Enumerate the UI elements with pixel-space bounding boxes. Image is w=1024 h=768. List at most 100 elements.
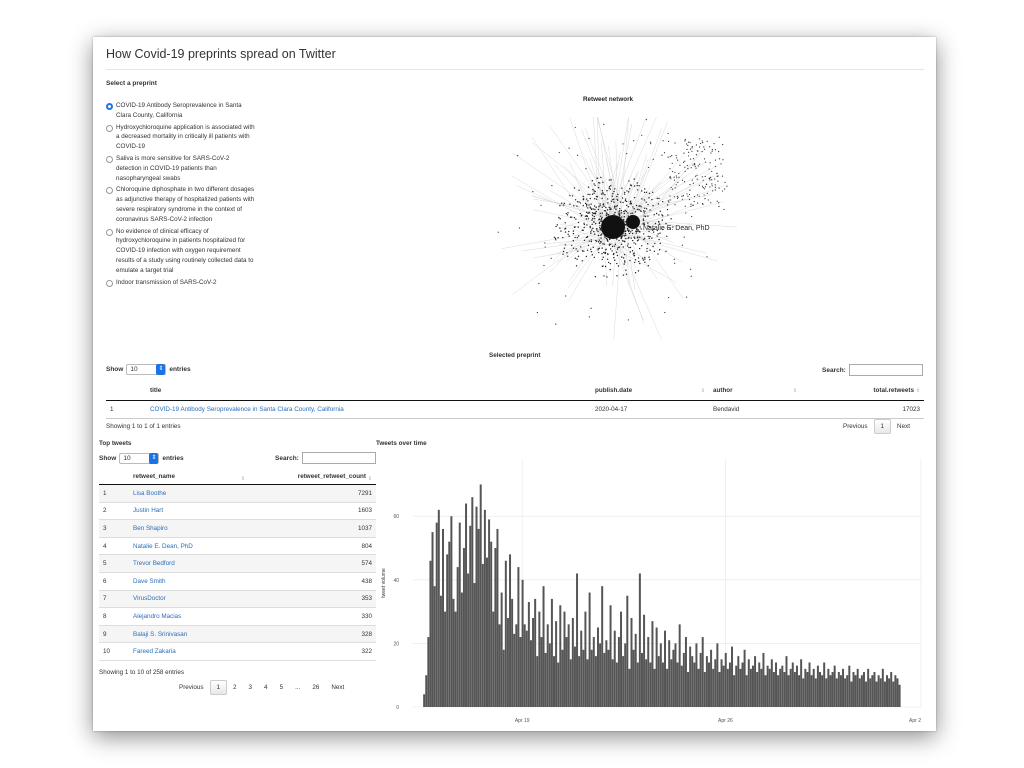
network-node	[674, 142, 676, 144]
chart-bar	[640, 652, 643, 707]
pagination-previous[interactable]: Previous	[843, 423, 868, 430]
network-node	[691, 150, 693, 152]
selected-page-size-select[interactable]: 10 ⇕	[126, 364, 167, 375]
preprint-option[interactable]: No evidence of clinical efficacy of hydr…	[106, 227, 256, 276]
preprint-option[interactable]: Indoor transmission of SARS-CoV-2	[106, 278, 256, 288]
chart-bar	[488, 519, 491, 707]
retweet-name-link[interactable]: Dave Smith	[129, 572, 249, 591]
selected-search-input[interactable]	[848, 364, 923, 376]
selected-length-control: Show 10 ⇕ entries	[106, 364, 191, 375]
retweet-name-link[interactable]: Fareed Zakaria	[129, 642, 249, 661]
network-node	[594, 217, 596, 220]
network-node	[599, 203, 601, 205]
network-node	[573, 205, 575, 207]
network-node	[609, 262, 612, 265]
retweet-name-link[interactable]: VirusDoctor	[129, 590, 249, 609]
network-node	[594, 190, 596, 193]
chart-bar	[806, 672, 809, 707]
preprint-option[interactable]: Chloroquine diphosphate in two different…	[106, 185, 256, 224]
column-header[interactable]: retweet_retweet_count ⇕	[249, 469, 376, 485]
network-node	[616, 254, 619, 257]
chart-bar	[483, 509, 486, 707]
column-header[interactable]: author ⇕	[709, 381, 801, 401]
chart-bar	[818, 672, 821, 707]
pagination-page[interactable]: 26	[312, 684, 320, 691]
retweet-name-link[interactable]: Alejandro Macias	[129, 607, 249, 626]
sort-icon: ⇕	[240, 476, 245, 482]
network-node	[698, 184, 700, 186]
column-header[interactable]: title	[146, 381, 591, 401]
network-node	[718, 158, 721, 160]
row-index: 1	[106, 400, 146, 419]
chart-bar	[716, 643, 719, 707]
column-header[interactable]: retweet_name ⇕	[129, 469, 249, 485]
chart-bar	[452, 598, 455, 707]
network-node	[696, 178, 698, 180]
retweet-name-link[interactable]: Justin Hart	[129, 502, 249, 521]
network-node	[598, 181, 600, 184]
total-retweets: 17023	[801, 400, 924, 419]
radio-checked-icon[interactable]	[106, 103, 113, 110]
chart-bar	[804, 668, 807, 707]
retweet-name-link[interactable]: Lisa Boothe	[129, 484, 249, 503]
network-node	[638, 208, 640, 211]
pagination-next[interactable]: Next	[897, 423, 910, 430]
network-node	[674, 262, 676, 264]
top-tweets-page-size-select[interactable]: 10 ⇕	[119, 453, 160, 464]
radio-unchecked-icon[interactable]	[106, 155, 113, 163]
network-node	[617, 265, 620, 267]
network-node	[633, 255, 635, 257]
table-row: 9 Balaji S. Srinivasan 328	[99, 625, 376, 644]
chart-bar	[515, 624, 518, 707]
column-header[interactable]: total.retweets ⇕	[801, 381, 924, 401]
network-node	[700, 142, 702, 145]
column-header[interactable]: publish.date ⇕	[591, 381, 709, 401]
preprint-title-link[interactable]: COVID-19 Antibody Seroprevalence in Sant…	[146, 400, 591, 419]
retweet-network-graph[interactable]	[493, 117, 753, 347]
network-node	[588, 240, 590, 242]
preprint-option[interactable]: COVID-19 Antibody Seroprevalence in Sant…	[106, 101, 256, 121]
network-node	[712, 190, 714, 192]
column-header-label: title	[150, 387, 162, 394]
pagination-next[interactable]: Next	[331, 684, 345, 691]
selected-search-control: Search:	[822, 364, 923, 376]
radio-unchecked-icon[interactable]	[106, 187, 113, 195]
network-node	[633, 207, 635, 210]
pagination-page[interactable]: 2	[233, 684, 237, 691]
chart-bar	[519, 637, 522, 707]
network-node	[661, 219, 664, 221]
radio-unchecked-icon[interactable]	[106, 124, 113, 132]
radio-unchecked-icon[interactable]	[106, 228, 113, 236]
preprint-option[interactable]: Saliva is more sensitive for SARS-CoV-2 …	[106, 154, 256, 183]
pagination-page[interactable]: 1	[873, 419, 892, 434]
pagination-page[interactable]: 3	[248, 684, 253, 691]
network-node	[593, 205, 596, 207]
network-hub-node[interactable]	[626, 215, 640, 229]
chart-bar	[680, 665, 683, 707]
chart-bar	[460, 592, 463, 707]
column-header[interactable]	[106, 381, 146, 401]
top-tweets-search-input[interactable]	[301, 452, 376, 464]
radio-unchecked-icon[interactable]	[106, 279, 113, 287]
network-edge	[626, 185, 725, 221]
network-node	[671, 162, 673, 164]
chart-bar	[829, 675, 832, 707]
network-hub-node[interactable]	[601, 215, 625, 239]
retweet-name-link[interactable]: Ben Shapiro	[129, 519, 249, 538]
network-node	[634, 237, 636, 240]
retweet-name-link[interactable]: Trevor Bedford	[129, 554, 249, 573]
pagination-page[interactable]: 4	[264, 684, 268, 691]
retweet-name-link[interactable]: Natalie E. Dean, PhD	[129, 537, 249, 556]
chart-bar	[571, 617, 574, 707]
preprint-option[interactable]: Hydroxychloroquine application is associ…	[106, 123, 256, 152]
retweet-name-link[interactable]: Balaji S. Srinivasan	[129, 625, 249, 644]
chart-bar	[745, 675, 748, 707]
column-header[interactable]	[99, 469, 129, 485]
network-node	[714, 149, 717, 151]
network-node	[632, 253, 635, 255]
network-node	[717, 180, 719, 182]
pagination-previous[interactable]: Previous	[179, 684, 204, 691]
pagination-page[interactable]: 5	[279, 684, 284, 691]
network-node	[611, 195, 613, 197]
pagination-page[interactable]: 1	[209, 680, 228, 695]
